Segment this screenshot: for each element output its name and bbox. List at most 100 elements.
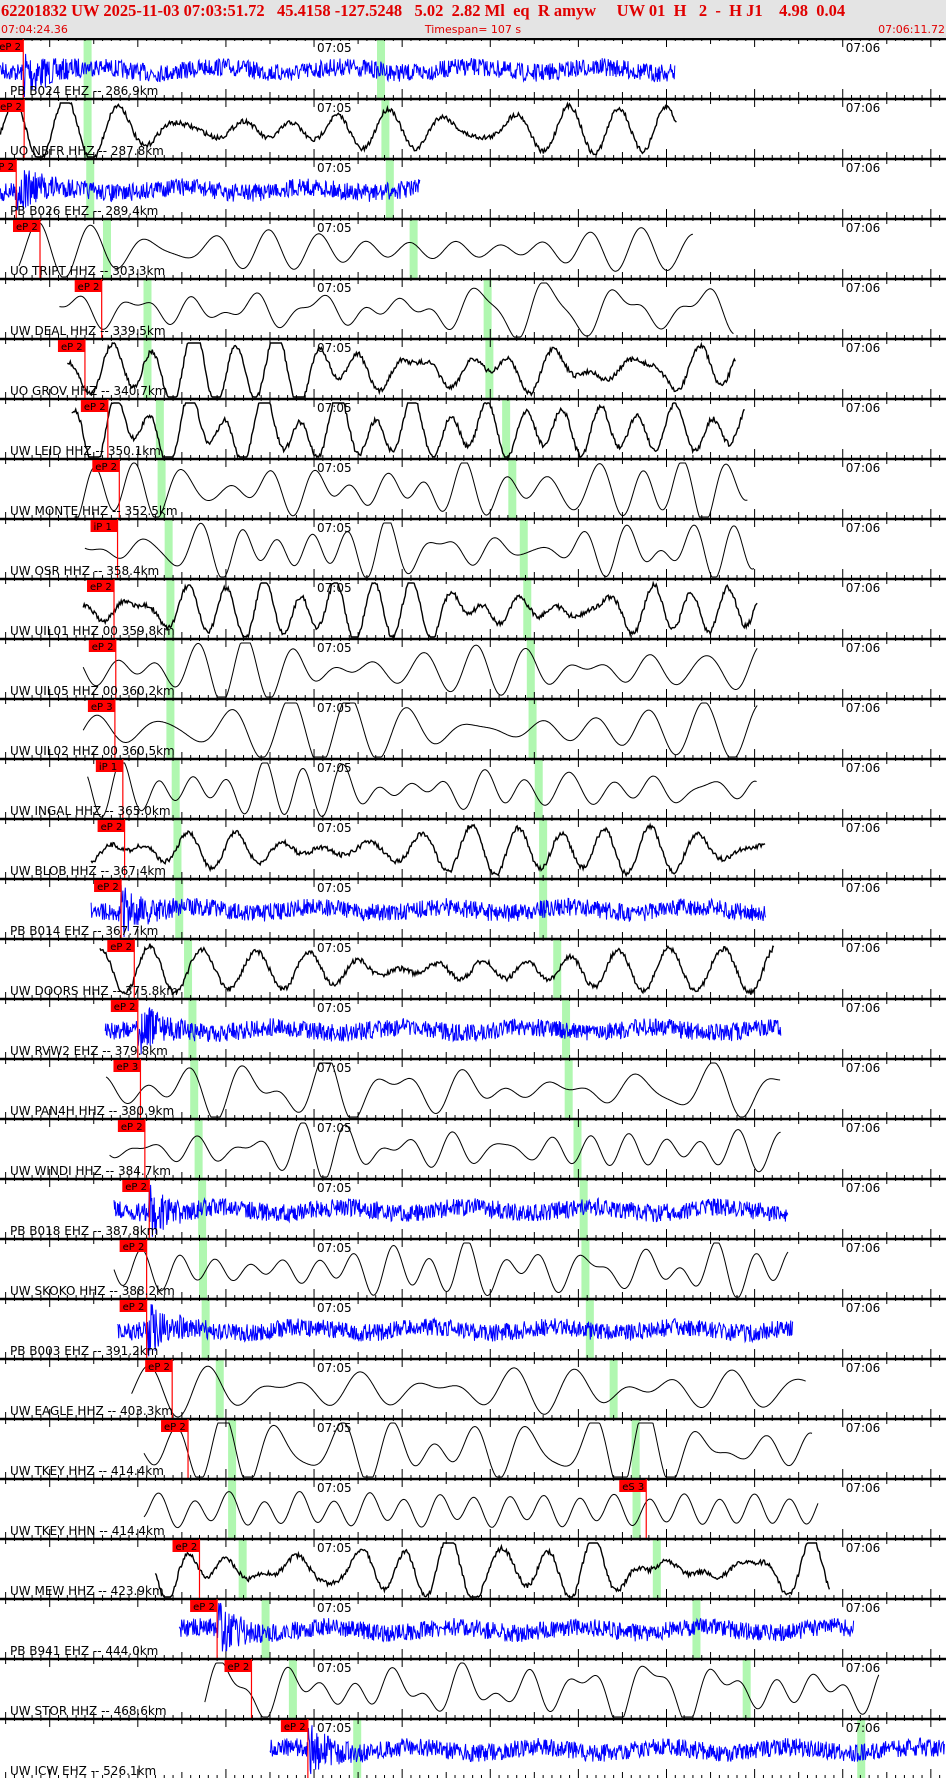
- trace-panel[interactable]: 07:05 07:06 eP 2 UW WINDI HHZ -- 384.7km: [0, 1117, 946, 1178]
- pick-label-box[interactable]: [88, 640, 116, 652]
- predicted-arrival-marker: [523, 578, 532, 638]
- trace-panel[interactable]: 07:05 07:06 eP 2 PB B024 EHZ -- 286.9km: [0, 38, 946, 98]
- pick-label-box[interactable]: [87, 700, 115, 712]
- pick-label: eP 2: [92, 642, 114, 653]
- phase-pick[interactable]: eP 2: [80, 399, 109, 458]
- pick-label-box[interactable]: [0, 40, 24, 52]
- phase-pick[interactable]: eS 3: [619, 1479, 647, 1538]
- pick-label-box[interactable]: [190, 1600, 218, 1612]
- pick-label-box[interactable]: [110, 1000, 138, 1012]
- pick-label-box[interactable]: [90, 520, 118, 532]
- phase-pick[interactable]: iP 1: [95, 759, 124, 818]
- pick-label-box[interactable]: [80, 400, 108, 412]
- station-label: UW WINDI HHZ -- 384.7km: [10, 1164, 171, 1178]
- pick-label-box[interactable]: [122, 1180, 150, 1192]
- phase-pick[interactable]: eP 2: [0, 159, 17, 218]
- phase-pick[interactable]: eP 3: [87, 699, 116, 758]
- phase-pick[interactable]: eP 2: [122, 1179, 150, 1238]
- trace-panel[interactable]: 07:05 07:06 eP 2 UW ICW EHZ -- 526.1km: [0, 1717, 946, 1778]
- time-tick-label: 07:06: [846, 101, 881, 115]
- phase-pick[interactable]: eP 2: [190, 1599, 218, 1658]
- pick-label-box[interactable]: [107, 940, 135, 952]
- pick-label-box[interactable]: [0, 100, 25, 112]
- pick-label-box[interactable]: [161, 1420, 189, 1432]
- trace-panel[interactable]: 07:05 07:06 eP 2 PB B003 EHZ -- 391.2km: [0, 1297, 946, 1358]
- phase-pick[interactable]: eP 2: [94, 879, 122, 938]
- time-tick-label: 07:05: [317, 821, 352, 835]
- phase-pick[interactable]: eP 2: [145, 1359, 173, 1418]
- trace-panel[interactable]: 07:05 07:06 eP 2 UW DOORS HHZ -- 375.8km: [0, 937, 946, 998]
- trace-panel[interactable]: 07:05 07:06 eP 2 PB B941 EHZ -- 444.0km: [0, 1597, 946, 1658]
- phase-pick[interactable]: eP 2: [117, 1119, 146, 1178]
- pick-label-box[interactable]: [57, 340, 85, 352]
- phase-pick[interactable]: eP 2: [13, 219, 41, 278]
- pick-label-box[interactable]: [145, 1360, 173, 1372]
- pick-label-box[interactable]: [97, 820, 125, 832]
- pick-label-box[interactable]: [280, 1720, 308, 1732]
- pick-label-box[interactable]: [74, 280, 102, 292]
- trace-panel[interactable]: 07:05 07:06 eP 2 UW UIL05 HHZ 00 360.2km: [0, 637, 946, 698]
- time-tick-label: 07:05: [317, 1121, 352, 1135]
- trace-panel[interactable]: 07:05 07:06 eP 2 UW LEID HHZ -- 350.1km: [0, 397, 946, 459]
- trace-panel[interactable]: 07:05 07:06 eP 3 UW PAN4H HHZ -- 380.9km: [0, 1057, 946, 1118]
- trace-panel[interactable]: 07:05 07:06 eP 2 PB B018 EHZ -- 387.8km: [0, 1177, 946, 1238]
- phase-pick[interactable]: eP 2: [110, 999, 139, 1058]
- pick-label-box[interactable]: [95, 760, 123, 772]
- pick-label-box[interactable]: [117, 1120, 145, 1132]
- pick-label-box[interactable]: [119, 1240, 147, 1252]
- phase-pick[interactable]: eP 2: [74, 279, 103, 338]
- waveform-trace: [113, 1242, 789, 1298]
- phase-pick[interactable]: eP 2: [0, 99, 25, 158]
- trace-panel[interactable]: 07:05 07:06 eP 2 UW MEW HHZ -- 423.9km: [0, 1537, 946, 1598]
- phase-pick[interactable]: eP 2: [107, 939, 135, 998]
- pick-label: eP 2: [123, 1242, 145, 1253]
- pick-label-box[interactable]: [119, 1300, 147, 1312]
- trace-panel[interactable]: 07:05 07:06 eP 2 UW EAGLE HHZ -- 403.3km: [0, 1357, 946, 1418]
- trace-panel[interactable]: 07:05 07:06 eP 2 UW SKOKO HHZ -- 388.2km: [0, 1237, 946, 1298]
- time-tick-label: 07:06: [846, 821, 881, 835]
- phase-pick[interactable]: eP 2: [87, 579, 115, 638]
- phase-pick[interactable]: eP 3: [113, 1059, 142, 1118]
- pick-label-box[interactable]: [172, 1540, 200, 1552]
- pick-label-box[interactable]: [94, 880, 122, 892]
- trace-panel[interactable]: 07:05 07:06 eP 3 UW UIL02 HHZ 00 360.5km: [0, 697, 946, 758]
- trace-panel[interactable]: 07:05 07:06 eS 3 UW TKEY HHN -- 414.4km: [0, 1477, 946, 1538]
- phase-pick[interactable]: eP 2: [88, 639, 117, 698]
- pick-label-box[interactable]: [0, 160, 17, 172]
- trace-panel[interactable]: 07:05 07:06 eP 2 UW BLOB HHZ -- 367.4km: [0, 817, 946, 878]
- waveform-trace: [269, 1725, 945, 1775]
- trace-panel[interactable]: 07:05 07:06 eP 2 UW STOR HHZ -- 468.6km: [0, 1657, 946, 1718]
- pick-label-box[interactable]: [92, 460, 120, 472]
- phase-pick[interactable]: iP 1: [90, 519, 119, 578]
- phase-pick[interactable]: eP 2: [0, 39, 24, 98]
- time-tick-label: 07:06: [846, 941, 881, 955]
- pick-label-box[interactable]: [87, 580, 115, 592]
- trace-panel[interactable]: 07:05 07:06 eP 2 UW RVW2 EHZ -- 379.8km: [0, 997, 946, 1058]
- phase-pick[interactable]: eP 2: [224, 1659, 253, 1718]
- trace-panel[interactable]: 07:05 07:06 iP 1 UW OSR HHZ -- 358.4km: [0, 517, 946, 578]
- trace-panel[interactable]: 07:05 07:06 eP 2 UW DEAL HHZ -- 339.5km: [0, 277, 946, 338]
- predicted-arrival-marker: [166, 638, 175, 698]
- phase-pick[interactable]: eP 2: [161, 1419, 189, 1478]
- pick-label-box[interactable]: [224, 1660, 252, 1672]
- trace-panel[interactable]: 07:05 07:06 eP 2 UW MONTE HHZ -- 352.5km: [0, 457, 946, 518]
- pick-label-box[interactable]: [13, 220, 41, 232]
- phase-pick[interactable]: eP 2: [119, 1299, 148, 1358]
- trace-panel[interactable]: 07:05 07:06 eP 2 UW UIL01 HHZ 00 359.8km: [0, 577, 946, 639]
- phase-pick[interactable]: eP 2: [280, 1719, 309, 1778]
- trace-panel[interactable]: 07:05 07:06 eP 2 PB B014 EHZ -- 367.7km: [0, 877, 946, 938]
- phase-pick[interactable]: eP 2: [97, 819, 126, 878]
- phase-pick[interactable]: eP 2: [92, 459, 120, 518]
- trace-panel[interactable]: 07:05 07:06 eP 2 UO NBFR HHZ -- 287.8km: [0, 97, 946, 159]
- phase-pick[interactable]: eP 2: [57, 339, 86, 398]
- pick-label-box[interactable]: [619, 1480, 647, 1492]
- trace-panel[interactable]: 07:05 07:06 eP 2 PB B026 EHZ -- 289.4km: [0, 157, 946, 218]
- phase-pick[interactable]: eP 2: [172, 1539, 201, 1598]
- phase-pick[interactable]: eP 2: [119, 1239, 148, 1298]
- trace-panel[interactable]: 07:05 07:06 eP 2 UW TKEY HHZ -- 414.4km: [0, 1417, 946, 1478]
- trace-panel[interactable]: 07:05 07:06 eP 2 UO GROV HHZ -- 340.7km: [0, 337, 946, 398]
- trace-panel[interactable]: 07:05 07:06 eP 2 UO TRIPT HHZ -- 303.3km: [0, 217, 946, 278]
- pick-label-box[interactable]: [113, 1060, 141, 1072]
